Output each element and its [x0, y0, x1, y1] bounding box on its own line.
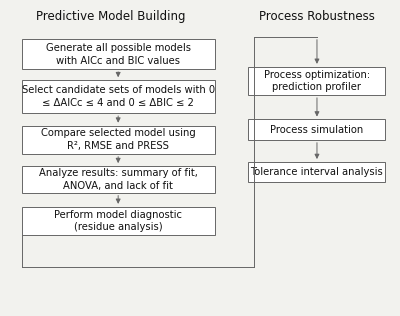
Text: Predictive Model Building: Predictive Model Building — [36, 10, 185, 23]
FancyBboxPatch shape — [248, 67, 386, 95]
FancyBboxPatch shape — [248, 119, 386, 140]
Text: Select candidate sets of models with 0
≤ ΔAICc ≤ 4 and 0 ≤ ΔBIC ≤ 2: Select candidate sets of models with 0 ≤… — [22, 85, 215, 108]
Text: Perform model diagnostic
(residue analysis): Perform model diagnostic (residue analys… — [54, 210, 182, 232]
Text: Analyze results: summary of fit,
ANOVA, and lack of fit: Analyze results: summary of fit, ANOVA, … — [39, 168, 198, 191]
Text: Generate all possible models
with AICc and BIC values: Generate all possible models with AICc a… — [46, 43, 191, 66]
Text: Compare selected model using
R², RMSE and PRESS: Compare selected model using R², RMSE an… — [41, 128, 196, 151]
Text: Process Robustness: Process Robustness — [259, 10, 375, 23]
FancyBboxPatch shape — [22, 207, 215, 235]
FancyBboxPatch shape — [248, 162, 386, 182]
Text: Tolerance interval analysis: Tolerance interval analysis — [250, 167, 383, 177]
FancyBboxPatch shape — [22, 125, 215, 154]
Text: Process simulation: Process simulation — [270, 125, 364, 135]
FancyBboxPatch shape — [22, 80, 215, 113]
Text: Process optimization:
prediction profiler: Process optimization: prediction profile… — [264, 70, 370, 92]
FancyBboxPatch shape — [22, 39, 215, 69]
FancyBboxPatch shape — [22, 166, 215, 193]
